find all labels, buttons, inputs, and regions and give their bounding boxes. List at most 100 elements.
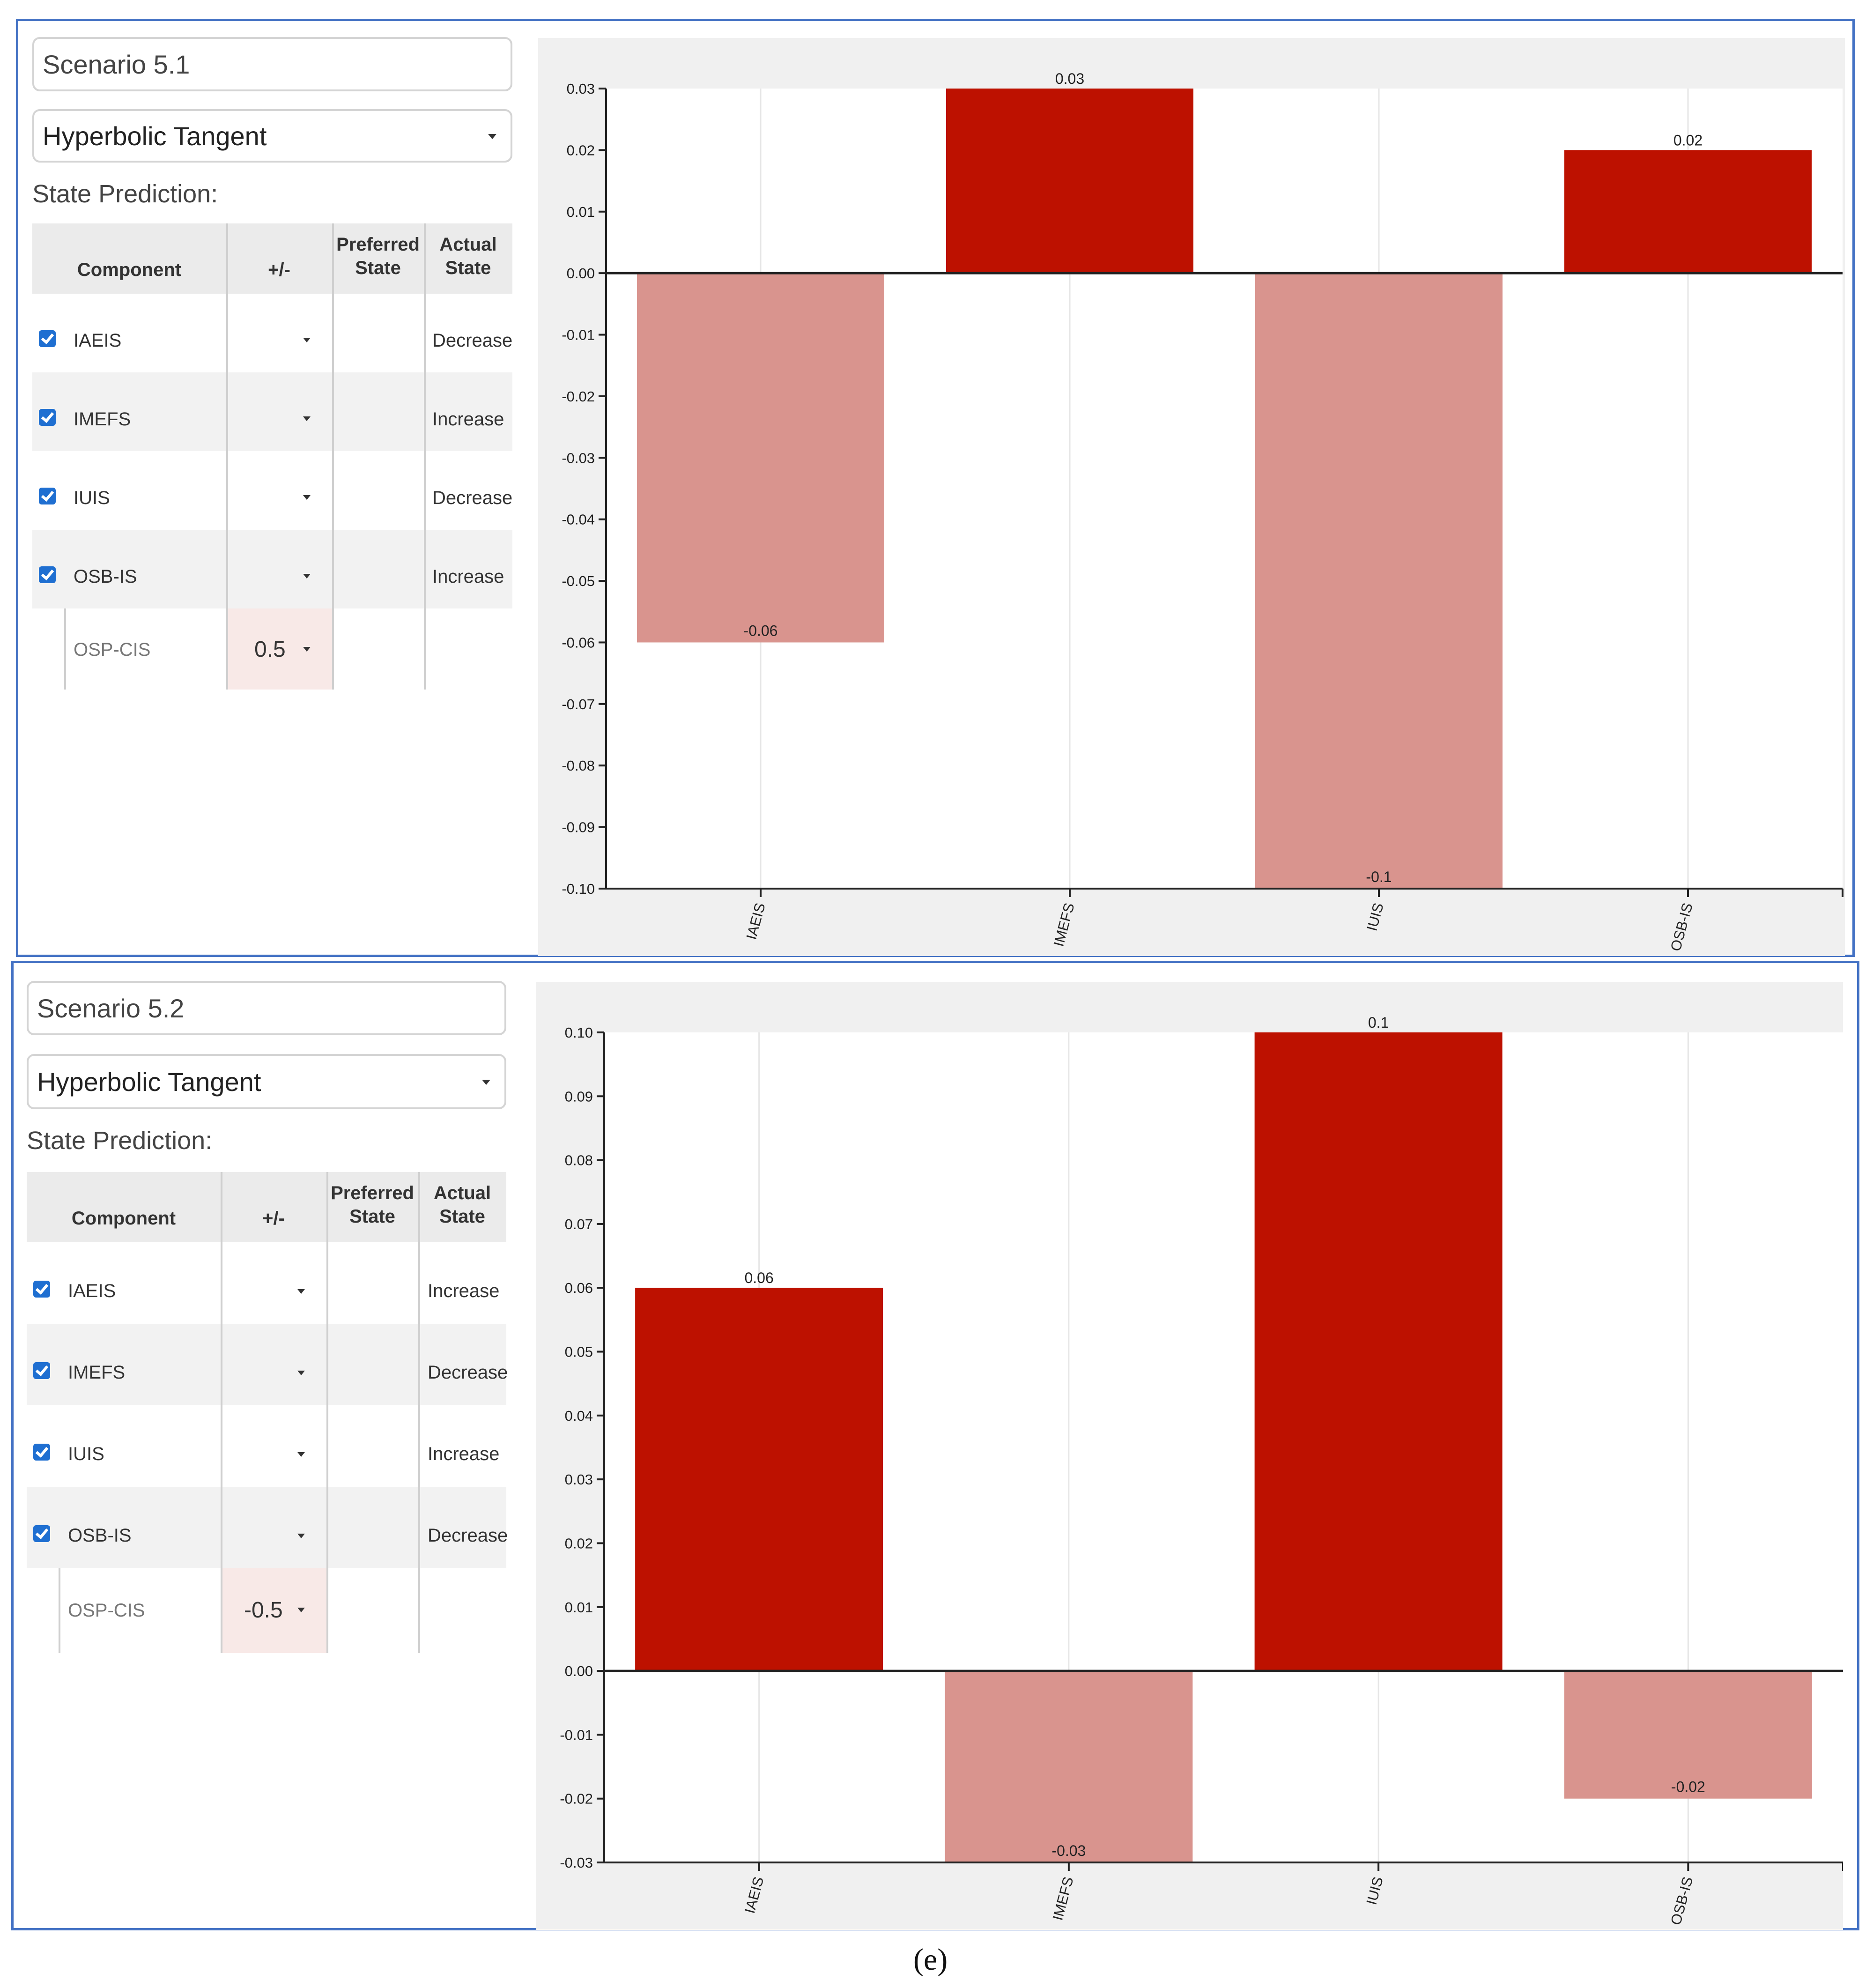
y-tick-label: 0.02 xyxy=(565,1535,593,1551)
table-row xyxy=(32,294,512,372)
chevron-down-icon xyxy=(482,1080,490,1085)
y-tick-label: -0.03 xyxy=(560,1854,593,1871)
bar xyxy=(637,273,884,643)
data-label: 0.02 xyxy=(1673,132,1703,148)
scenario-panel-1: Scenario 5.1 Hyperbolic Tangent State Pr… xyxy=(16,19,1855,957)
actual-state: Decrease xyxy=(432,488,513,508)
component-checkbox[interactable] xyxy=(33,1444,50,1461)
chart-area: 0.06 -0.03 0.1 -0.02 0.10 0.09 0.08 0.07 0.06 0.0… xyxy=(536,982,1844,1930)
chevron-down-icon[interactable] xyxy=(303,416,311,421)
table-header: Component +/- Preferred State Actual Sta… xyxy=(32,223,512,294)
activation-function-select[interactable]: Hyperbolic Tangent xyxy=(32,109,512,163)
header-actual-line1: Actual xyxy=(433,1183,491,1203)
column-divider xyxy=(226,223,228,690)
component-checkbox[interactable] xyxy=(33,1281,50,1298)
activation-function-select[interactable]: Hyperbolic Tangent xyxy=(27,1054,506,1109)
header-actual-state: Actual State xyxy=(418,1181,506,1228)
component-checkbox[interactable] xyxy=(33,1362,50,1379)
column-divider xyxy=(64,608,66,690)
x-tick-label: IMEFS xyxy=(1049,1875,1076,1922)
y-tick-label: 0.07 xyxy=(565,1216,593,1232)
bar xyxy=(635,1288,883,1671)
header-actual-line1: Actual xyxy=(439,234,497,255)
y-tick-label: 0.02 xyxy=(567,142,595,158)
x-tick-label: IAEIS xyxy=(743,901,768,942)
state-prediction-table: Component +/- Preferred State Actual Sta… xyxy=(32,223,512,690)
component-checkbox[interactable] xyxy=(33,1525,50,1542)
bar xyxy=(1564,1671,1812,1799)
x-tick-label: OSB-IS xyxy=(1667,1875,1696,1927)
bar xyxy=(1254,1032,1503,1671)
table-row xyxy=(32,451,512,530)
header-preferred-line1: Preferred xyxy=(331,1183,414,1203)
component-checkbox[interactable] xyxy=(39,330,56,347)
column-divider xyxy=(59,1568,60,1653)
y-tick-label: 0.05 xyxy=(565,1344,593,1360)
column-divider xyxy=(424,223,426,690)
y-tick-label: -0.06 xyxy=(562,634,595,651)
figure-caption: (e) xyxy=(913,1943,948,1977)
table-header: Component +/- Preferred State Actual Sta… xyxy=(27,1172,506,1242)
bar xyxy=(1564,150,1812,274)
header-component: Component xyxy=(71,1208,176,1229)
y-tick-label: 0.01 xyxy=(565,1599,593,1616)
component-checkbox[interactable] xyxy=(39,488,56,504)
chevron-down-icon[interactable] xyxy=(297,1608,305,1612)
chevron-down-icon[interactable] xyxy=(297,1289,305,1294)
scenario-name-input[interactable]: Scenario 5.2 xyxy=(27,981,506,1035)
y-tick-label: 0.03 xyxy=(565,1471,593,1488)
actual-state: Increase xyxy=(428,1281,500,1301)
y-tick-label: -0.03 xyxy=(562,450,595,466)
scenario-name-input[interactable]: Scenario 5.1 xyxy=(32,37,512,91)
y-tick-label: 0.04 xyxy=(565,1408,593,1424)
data-label: 0.06 xyxy=(744,1269,773,1286)
bar-chart: -0.06 0.03 -0.1 0.02 0.03 0.02 0.01 0.00 -0.01 -0… xyxy=(562,70,1843,953)
component-checkbox[interactable] xyxy=(39,566,56,583)
bar xyxy=(946,89,1193,274)
state-prediction-table: Component +/- Preferred State Actual Sta… xyxy=(27,1172,508,1653)
table-row xyxy=(27,1487,506,1568)
header-preferred-state: Preferred State xyxy=(332,233,424,280)
chevron-down-icon[interactable] xyxy=(303,495,311,500)
y-tick-label: 0.09 xyxy=(565,1088,593,1105)
component-name: IMEFS xyxy=(68,1362,126,1383)
x-tick-label: IAEIS xyxy=(741,1875,767,1915)
header-preferred-state: Preferred State xyxy=(326,1181,418,1228)
chevron-down-icon[interactable] xyxy=(297,1452,305,1457)
x-tick-label: IMEFS xyxy=(1050,901,1077,949)
chevron-down-icon[interactable] xyxy=(297,1534,305,1538)
component-name: IAEIS xyxy=(68,1281,116,1301)
y-tick-label: 0.00 xyxy=(567,265,595,282)
chevron-down-icon[interactable] xyxy=(303,574,311,579)
component-name: OSB-IS xyxy=(74,566,137,587)
table-row xyxy=(32,530,512,608)
header-sign: +/- xyxy=(268,260,290,280)
actual-state: Increase xyxy=(428,1444,500,1464)
header-sign: +/- xyxy=(262,1208,285,1229)
chevron-down-icon[interactable] xyxy=(303,338,311,342)
component-name: IMEFS xyxy=(74,409,131,430)
weight-value[interactable]: 0.5 xyxy=(254,637,286,662)
component-name: IUIS xyxy=(74,488,110,508)
component-name: OSB-IS xyxy=(68,1525,132,1546)
weight-value[interactable]: -0.5 xyxy=(244,1598,283,1623)
y-tick-label: -0.04 xyxy=(562,512,595,528)
y-tick-label: -0.10 xyxy=(562,881,595,897)
y-tick-label: -0.05 xyxy=(562,573,595,589)
y-tick-label: 0.10 xyxy=(565,1024,593,1041)
y-tick-label: -0.02 xyxy=(560,1791,593,1807)
chevron-down-icon[interactable] xyxy=(303,647,311,652)
component-checkbox[interactable] xyxy=(39,409,56,426)
actual-state: Decrease xyxy=(428,1362,508,1383)
actual-state: Decrease xyxy=(432,330,513,351)
header-component: Component xyxy=(77,260,182,280)
header-preferred-line2: State xyxy=(355,258,401,278)
input-component-name: OSP-CIS xyxy=(74,639,151,660)
table-row xyxy=(27,1324,506,1405)
header-actual-line2: State xyxy=(439,1206,485,1227)
activation-function-value: Hyperbolic Tangent xyxy=(43,121,267,151)
chevron-down-icon[interactable] xyxy=(297,1371,305,1375)
column-divider xyxy=(221,1172,222,1653)
bar-chart: 0.06 -0.03 0.1 -0.02 0.10 0.09 0.08 0.07 0.06 0.0… xyxy=(560,1014,1844,1927)
actual-state: Increase xyxy=(432,409,504,430)
